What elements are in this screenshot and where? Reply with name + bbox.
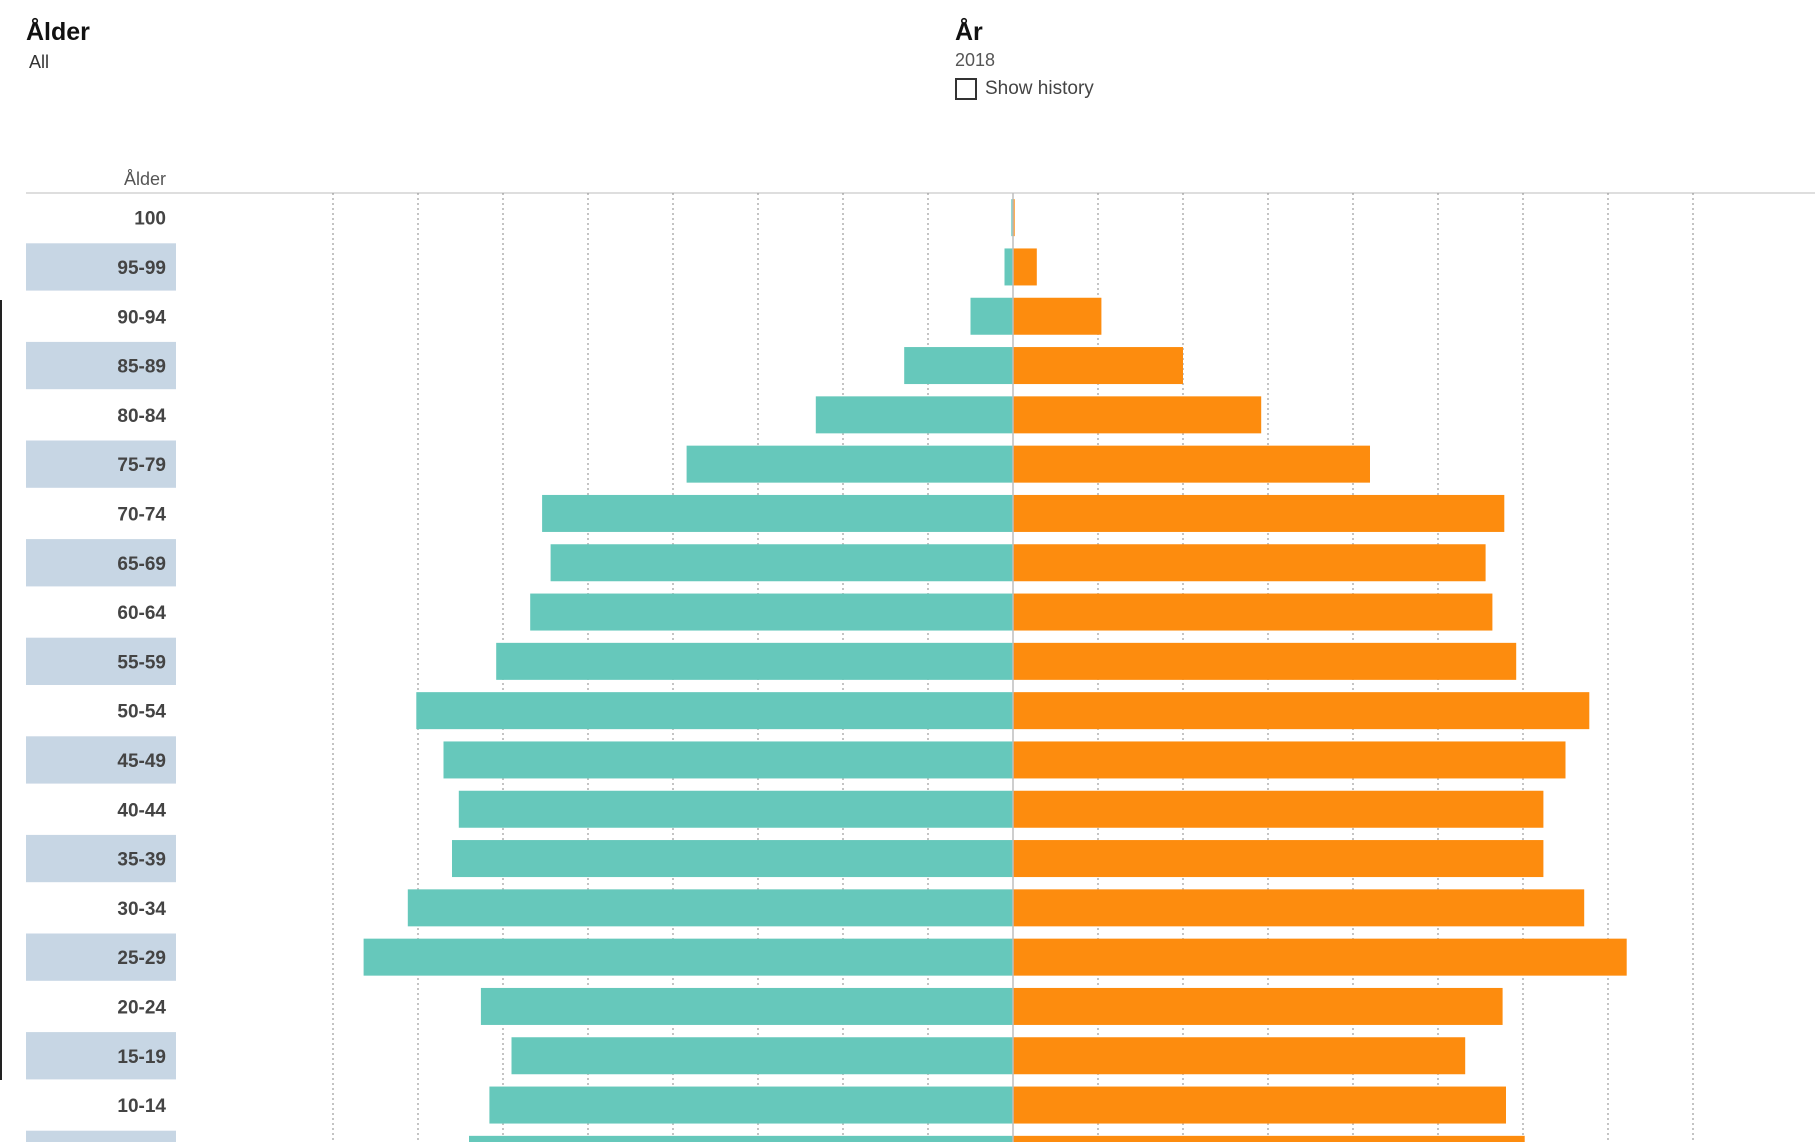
age-label: 95-99	[117, 258, 166, 279]
age-label: 45-49	[117, 751, 166, 772]
age-label: 40-44	[117, 800, 166, 821]
bar-left	[1004, 248, 1013, 286]
row-band	[26, 1032, 176, 1080]
age-label: 80-84	[117, 406, 166, 427]
age-label: 35-39	[117, 850, 166, 871]
row-band	[26, 539, 176, 587]
bar-right	[1013, 889, 1585, 927]
row-band	[26, 440, 176, 488]
bar-right	[1013, 790, 1544, 828]
show-history-checkbox[interactable]	[955, 78, 977, 100]
row-band	[26, 243, 176, 291]
age-label: 75-79	[117, 455, 166, 476]
bar-right	[1013, 692, 1590, 730]
bar-left	[496, 642, 1013, 680]
bar-right	[1013, 642, 1517, 680]
bar-right	[1013, 1135, 1525, 1142]
row-band	[26, 341, 176, 390]
bar-left	[443, 741, 1013, 779]
bar-right	[1013, 199, 1015, 237]
bar-left	[511, 1037, 1013, 1075]
bar-right	[1013, 938, 1627, 976]
window-left-edge	[0, 300, 2, 1080]
age-label: 90-94	[117, 307, 166, 328]
age-label: 100	[134, 209, 166, 230]
bar-left	[904, 347, 1013, 385]
age-filter-title: Ålder	[26, 18, 90, 46]
bar-left	[480, 987, 1013, 1025]
age-label: 55-59	[117, 652, 166, 673]
age-label: 60-64	[117, 603, 166, 624]
year-filter-title: År	[955, 18, 983, 46]
bar-left	[452, 840, 1013, 878]
age-label: 65-69	[117, 554, 166, 575]
bar-right	[1013, 1037, 1466, 1075]
bar-left	[686, 445, 1013, 483]
age-label: 10-14	[117, 1096, 166, 1117]
age-label: 30-34	[117, 899, 166, 920]
bar-left	[970, 297, 1013, 335]
row-band	[26, 736, 176, 784]
bar-right	[1013, 1086, 1506, 1124]
show-history-label: Show history	[985, 78, 1094, 99]
year-filter-value[interactable]: 2018	[955, 50, 996, 70]
bar-right	[1013, 347, 1183, 385]
bar-left	[458, 790, 1013, 828]
bar-right	[1013, 987, 1503, 1025]
bar-right	[1013, 297, 1102, 335]
bar-right	[1013, 248, 1037, 286]
bar-left	[542, 494, 1013, 532]
bar-left	[530, 593, 1013, 631]
bar-right	[1013, 396, 1262, 434]
age-label: 25-29	[117, 948, 166, 969]
bar-left	[550, 544, 1013, 582]
bar-right	[1013, 445, 1370, 483]
bar-right	[1013, 494, 1505, 532]
row-band	[26, 933, 176, 981]
age-label: 15-19	[117, 1047, 166, 1068]
bar-left	[363, 938, 1014, 976]
axis-header: Ålder	[124, 169, 166, 189]
bar-left	[416, 692, 1013, 730]
age-label: 70-74	[117, 504, 166, 525]
row-band	[26, 637, 176, 685]
bar-right	[1013, 593, 1493, 631]
age-label: 85-89	[117, 357, 166, 378]
age-label: 20-24	[117, 997, 166, 1018]
bar-right	[1013, 544, 1486, 582]
bar-left	[489, 1086, 1013, 1124]
show-history-toggle[interactable]: Show history	[955, 78, 1094, 100]
bar-right	[1013, 840, 1544, 878]
age-filter-value[interactable]: All	[29, 52, 50, 72]
bar-left	[815, 396, 1013, 434]
bar-left	[469, 1135, 1013, 1142]
row-band	[26, 834, 176, 883]
bar-left	[407, 889, 1013, 927]
row-band	[26, 1130, 176, 1142]
bar-left	[1011, 199, 1013, 237]
bar-right	[1013, 741, 1566, 779]
age-label: 50-54	[117, 702, 166, 723]
